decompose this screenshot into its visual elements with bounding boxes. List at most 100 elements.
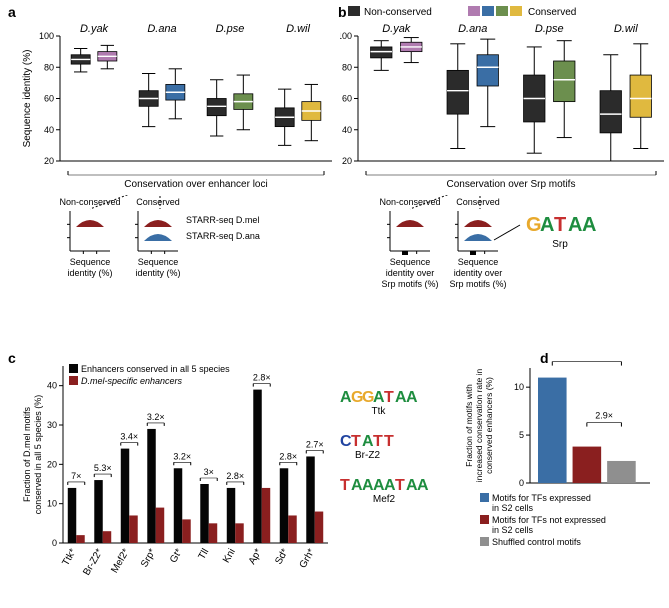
svg-text:Gt*: Gt*	[168, 547, 185, 565]
svg-text:Sequence identity (%): Sequence identity (%)	[22, 50, 33, 148]
svg-text:identity (%): identity (%)	[67, 268, 112, 278]
svg-text:D.wil: D.wil	[286, 23, 310, 35]
svg-text:10: 10	[514, 382, 524, 392]
panel-a-boxplot: 20 40 60 80 100 Sequence identity (%) D.yak D.a…	[18, 18, 338, 193]
svg-text:identity over: identity over	[454, 268, 503, 278]
svg-text:Br-Z2: Br-Z2	[355, 450, 380, 461]
svg-text:2.7×: 2.7×	[306, 439, 324, 449]
svg-text:Srp*: Srp*	[139, 547, 158, 569]
svg-text:40: 40	[44, 125, 54, 135]
svg-text:3.2×: 3.2×	[173, 451, 191, 461]
svg-text:Motifs for TFs not expressed: Motifs for TFs not expressed	[492, 515, 606, 525]
svg-text:2.8×: 2.8×	[253, 373, 271, 383]
svg-text:Sequence: Sequence	[70, 257, 111, 267]
svg-text:Conservation over enhancer loc: Conservation over enhancer loci	[124, 179, 267, 190]
svg-text:0: 0	[519, 478, 524, 488]
svg-text:Kni: Kni	[221, 547, 238, 565]
svg-text:D.yak: D.yak	[382, 23, 411, 35]
svg-text:7×: 7×	[71, 471, 81, 481]
svg-text:10: 10	[47, 499, 57, 509]
svg-text:identity over: identity over	[386, 268, 435, 278]
svg-text:Fraction of motifs with: Fraction of motifs with	[464, 384, 474, 467]
svg-text:3.2×: 3.2×	[147, 412, 165, 422]
svg-text:D.pse: D.pse	[216, 23, 245, 35]
svg-text:Non-conserved: Non-conserved	[379, 197, 440, 207]
svg-text:100: 100	[39, 31, 54, 41]
svg-text:Ap*: Ap*	[247, 547, 265, 567]
svg-text:Mef2*: Mef2*	[109, 547, 132, 575]
svg-text:increased conservation rate in: increased conservation rate in	[474, 369, 484, 483]
svg-text:in S2 cells: in S2 cells	[492, 503, 534, 513]
svg-text:Sequence: Sequence	[138, 257, 179, 267]
svg-text:Br-Z2*: Br-Z2*	[81, 547, 105, 578]
svg-text:20: 20	[342, 156, 352, 166]
svg-text:STARR-seq D.ana: STARR-seq D.ana	[186, 231, 260, 241]
svg-text:Grh*: Grh*	[298, 547, 318, 570]
svg-text:Non-conserved: Non-conserved	[59, 197, 120, 207]
svg-text:Srp: Srp	[552, 239, 568, 250]
svg-text:Conserved: Conserved	[528, 7, 576, 18]
svg-text:80: 80	[44, 62, 54, 72]
svg-text:D.yak: D.yak	[80, 23, 109, 35]
svg-text:Sd*: Sd*	[273, 547, 291, 567]
svg-text:3.4×: 3.4×	[120, 432, 138, 442]
schematic-svg: Non-conservedConservedSequenceidentity (…	[0, 195, 669, 345]
svg-text:Shuffled control motifs: Shuffled control motifs	[492, 537, 581, 547]
svg-text:Mef2: Mef2	[373, 494, 396, 505]
panel-d-barchart: 0 5 10 Fraction of motifs withincreased con…	[460, 358, 660, 608]
svg-text:40: 40	[342, 125, 352, 135]
svg-text:2.8×: 2.8×	[226, 471, 244, 481]
svg-text:Ttk*: Ttk*	[60, 547, 78, 568]
panel-a-label: a	[8, 4, 16, 20]
svg-text:D.ana: D.ana	[458, 23, 487, 35]
svg-text:5×: 5×	[582, 358, 592, 360]
svg-text:T: T	[384, 389, 394, 406]
svg-text:0: 0	[52, 538, 57, 548]
svg-text:A: A	[540, 214, 554, 236]
svg-text:2.9×: 2.9×	[595, 411, 613, 421]
svg-text:A: A	[417, 477, 429, 494]
svg-text:identity (%): identity (%)	[135, 268, 180, 278]
svg-text:A: A	[406, 389, 418, 406]
svg-text:Sequence: Sequence	[390, 257, 431, 267]
svg-text:60: 60	[44, 94, 54, 104]
svg-text:STARR-seq D.mel: STARR-seq D.mel	[186, 215, 259, 225]
svg-text:30: 30	[47, 420, 57, 430]
svg-text:100: 100	[340, 31, 352, 41]
svg-text:D.ana: D.ana	[147, 23, 176, 35]
svg-text:5: 5	[519, 430, 524, 440]
panel-b-legend: Non-conserved Conserved	[338, 2, 648, 22]
svg-text:conserved in all 5 species (%): conserved in all 5 species (%)	[33, 395, 43, 515]
svg-text:3×: 3×	[204, 467, 214, 477]
panel-b-boxplot: 20406080100D.yakD.anaD.pseD.wilConservat…	[340, 18, 669, 193]
svg-text:T: T	[554, 214, 566, 236]
svg-text:Sequence: Sequence	[458, 257, 499, 267]
svg-text:conserved enhancers (%): conserved enhancers (%)	[484, 377, 494, 474]
svg-text:T: T	[351, 433, 361, 450]
svg-text:T: T	[340, 477, 350, 494]
svg-text:20: 20	[44, 156, 54, 166]
svg-text:40: 40	[47, 381, 57, 391]
svg-text:T: T	[395, 477, 405, 494]
svg-text:Conserved: Conserved	[136, 197, 180, 207]
svg-text:60: 60	[342, 94, 352, 104]
panel-c-label: c	[8, 350, 16, 366]
svg-text:20: 20	[47, 459, 57, 469]
svg-text:Srp motifs (%): Srp motifs (%)	[381, 279, 438, 289]
svg-text:T: T	[384, 433, 394, 450]
svg-text:Tll: Tll	[197, 547, 212, 562]
svg-text:2.8×: 2.8×	[279, 451, 297, 461]
svg-text:Srp motifs (%): Srp motifs (%)	[449, 279, 506, 289]
svg-text:in S2 cells: in S2 cells	[492, 525, 534, 535]
svg-text:Non-conserved: Non-conserved	[364, 7, 432, 18]
svg-text:Motifs for TFs expressed: Motifs for TFs expressed	[492, 493, 591, 503]
panel-c-barchart: 0 10 20 30 40 Fraction of D.mel motifsconserv…	[18, 358, 438, 608]
svg-text:Enhancers conserved in all 5 s: Enhancers conserved in all 5 species	[81, 364, 230, 374]
svg-text:Fraction of D.mel motifs: Fraction of D.mel motifs	[22, 406, 32, 502]
svg-text:T: T	[373, 433, 383, 450]
svg-text:Conserved: Conserved	[456, 197, 500, 207]
svg-text:D.mel-specific enhancers: D.mel-specific enhancers	[81, 376, 183, 386]
svg-text:Conservation over Srp motifs: Conservation over Srp motifs	[447, 179, 576, 190]
svg-text:Ttk: Ttk	[372, 406, 387, 417]
svg-text:5.3×: 5.3×	[94, 463, 112, 473]
